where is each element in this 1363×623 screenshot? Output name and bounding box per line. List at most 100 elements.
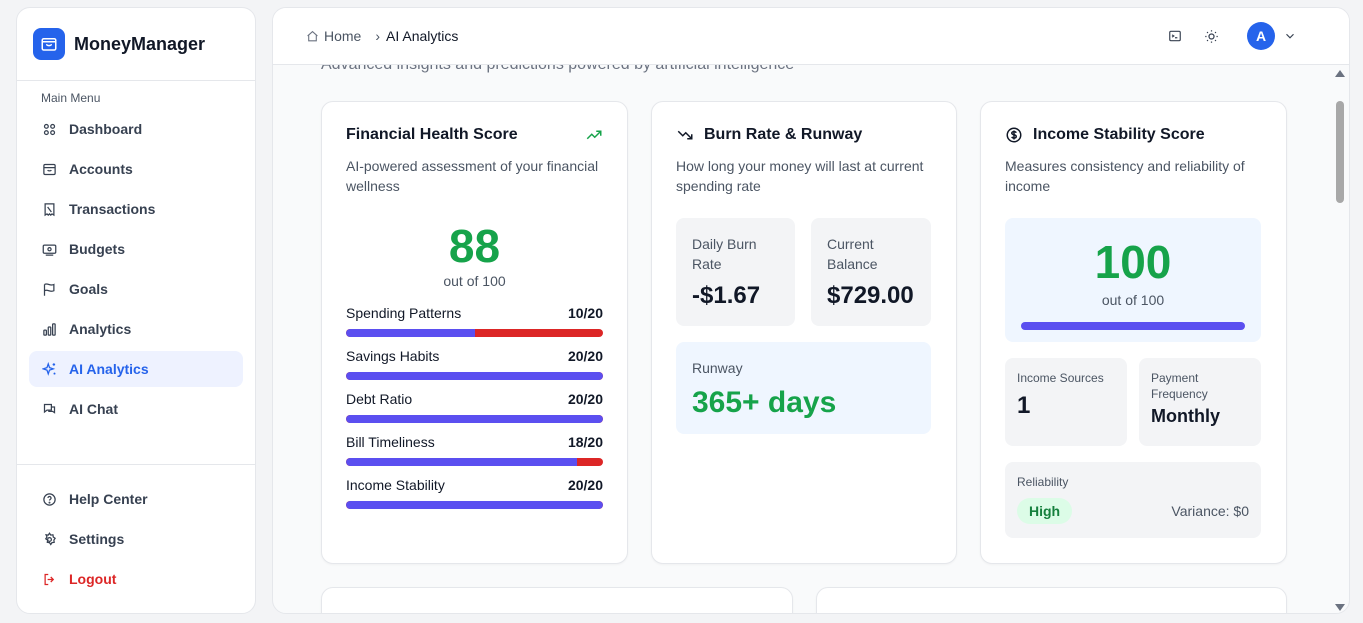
breadcrumb-home[interactable]: Home (306, 28, 361, 44)
terminal-icon (1168, 29, 1182, 43)
section-label-main-menu: Main Menu (41, 91, 101, 105)
top-actions: A (1153, 22, 1297, 50)
logout-icon (41, 571, 57, 587)
tile-label: Payment Frequency (1151, 371, 1208, 401)
health-score-sub: out of 100 (443, 273, 506, 289)
card-title-row: Income Stability Score (1005, 126, 1262, 144)
theme-toggle-button[interactable] (1197, 22, 1225, 50)
stability-score-sub: out of 100 (1101, 292, 1165, 308)
sidebar-item-label: Logout (69, 571, 117, 587)
daily-burn-tile: Daily Burn Rate -$1.67 (676, 218, 795, 326)
sidebar: MoneyManager Main Menu Dashboard Account… (16, 7, 256, 614)
sparkles-icon (41, 361, 57, 377)
sidebar-item-label: Goals (69, 281, 108, 297)
metric-bar-fill (346, 458, 578, 466)
metric-bar-fill (346, 415, 603, 423)
dollar-circle-icon (1005, 126, 1023, 144)
chevron-right-icon: › (375, 28, 381, 44)
tile-label: Income Sources (1017, 371, 1104, 385)
current-balance-tile: Current Balance $729.00 (811, 218, 931, 326)
main-nav: Dashboard Accounts Transactions Budgets … (17, 111, 255, 427)
sidebar-item-goals[interactable]: Goals (29, 271, 243, 307)
bar-chart-icon (41, 321, 57, 337)
sidebar-item-logout[interactable]: Logout (29, 561, 243, 597)
trending-up-icon (585, 126, 603, 144)
top-bar: Home › AI Analytics A (273, 8, 1349, 65)
terminal-button[interactable] (1161, 22, 1189, 50)
brand[interactable]: MoneyManager (17, 8, 255, 81)
sidebar-divider (17, 464, 255, 465)
trending-down-icon (676, 126, 694, 144)
home-icon (306, 30, 319, 43)
sun-icon (1204, 29, 1219, 44)
sidebar-item-label: Analytics (69, 321, 132, 337)
card-description: AI-powered assessment of your financial … (346, 158, 599, 194)
app-name: MoneyManager (74, 33, 206, 54)
financial-health-card: Financial Health Score AI-powered assess… (321, 101, 628, 564)
metric-value: 20/20 (567, 477, 603, 493)
sidebar-item-label: Help Center (69, 491, 148, 507)
scroll-thumb[interactable] (1336, 101, 1344, 203)
metric-label: Spending Patterns (346, 305, 462, 321)
sidebar-item-analytics[interactable]: Analytics (29, 311, 243, 347)
sidebar-item-label: AI Analytics (69, 361, 149, 377)
wallet-logo-icon (33, 28, 65, 60)
metric-bar (346, 372, 603, 380)
stability-score-value: 100 (1094, 236, 1172, 288)
metric-spending-patterns: Spending Patterns 10/20 (346, 305, 603, 337)
lower-card-right (816, 587, 1287, 613)
chat-icon (41, 401, 57, 417)
sidebar-item-ai-analytics[interactable]: AI Analytics (29, 351, 243, 387)
sidebar-item-settings[interactable]: Settings (29, 521, 243, 557)
sidebar-item-label: Dashboard (69, 121, 143, 137)
metric-income-stability: Income Stability 20/20 (346, 477, 603, 509)
metric-value: 20/20 (567, 391, 603, 407)
metric-value: 18/20 (567, 434, 603, 450)
scroll-down-arrow[interactable] (1335, 604, 1345, 611)
burn-rate-card: Burn Rate & Runway How long your money w… (651, 101, 957, 564)
reliability-tile: Reliability High Variance: $0 (1005, 462, 1261, 538)
metric-label: Debt Ratio (346, 391, 413, 407)
card-title: Income Stability Score (1033, 126, 1205, 143)
metric-value: 10/20 (567, 305, 603, 321)
wallet-icon (41, 161, 57, 177)
lower-card-left (321, 587, 793, 613)
metric-value: 20/20 (567, 348, 603, 364)
stability-score-tile: 100 out of 100 (1005, 218, 1261, 342)
sidebar-item-dashboard[interactable]: Dashboard (29, 111, 243, 147)
avatar[interactable]: A (1247, 22, 1275, 50)
scrollbar[interactable] (1335, 68, 1345, 613)
tile-label: Reliability (1017, 475, 1069, 489)
metric-label: Bill Timeliness (346, 434, 435, 450)
sidebar-item-ai-chat[interactable]: AI Chat (29, 391, 243, 427)
income-stability-card: Income Stability Score Measures consiste… (980, 101, 1287, 564)
card-title-row: Financial Health Score (346, 126, 603, 144)
metric-bar-fill (346, 372, 603, 380)
reliability-badge: High (1017, 498, 1073, 524)
breadcrumb-current: AI Analytics (386, 28, 459, 44)
scroll-up-arrow[interactable] (1335, 70, 1345, 77)
metric-label: Savings Habits (346, 348, 440, 364)
card-title: Financial Health Score (346, 126, 518, 143)
metric-bar (346, 329, 603, 337)
current-balance-value: $729.00 (827, 282, 914, 309)
sidebar-item-budgets[interactable]: Budgets (29, 231, 243, 267)
metric-bar (346, 501, 603, 509)
health-metrics: Spending Patterns 10/20 Savings Habits 20/… (346, 305, 603, 509)
help-circle-icon (41, 491, 57, 507)
sidebar-item-transactions[interactable]: Transactions (29, 191, 243, 227)
tile-label: Daily Burn Rate (692, 236, 757, 272)
metric-debt-ratio: Debt Ratio 20/20 (346, 391, 603, 423)
card-title: Burn Rate & Runway (704, 126, 863, 143)
chevron-down-icon[interactable] (1283, 29, 1297, 43)
main-panel: Home › AI Analytics A Advanced insights … (272, 7, 1350, 614)
metric-bar (346, 415, 603, 423)
breadcrumb-home-label: Home (324, 28, 362, 44)
stability-score-bar (1021, 322, 1245, 330)
sidebar-item-accounts[interactable]: Accounts (29, 151, 243, 187)
sidebar-item-help-center[interactable]: Help Center (29, 481, 243, 517)
card-description: How long your money will last at current… (676, 158, 924, 194)
runway-value: 365+ days (692, 386, 837, 419)
income-sources-tile: Income Sources 1 (1005, 358, 1127, 446)
tile-label: Current Balance (827, 236, 878, 272)
